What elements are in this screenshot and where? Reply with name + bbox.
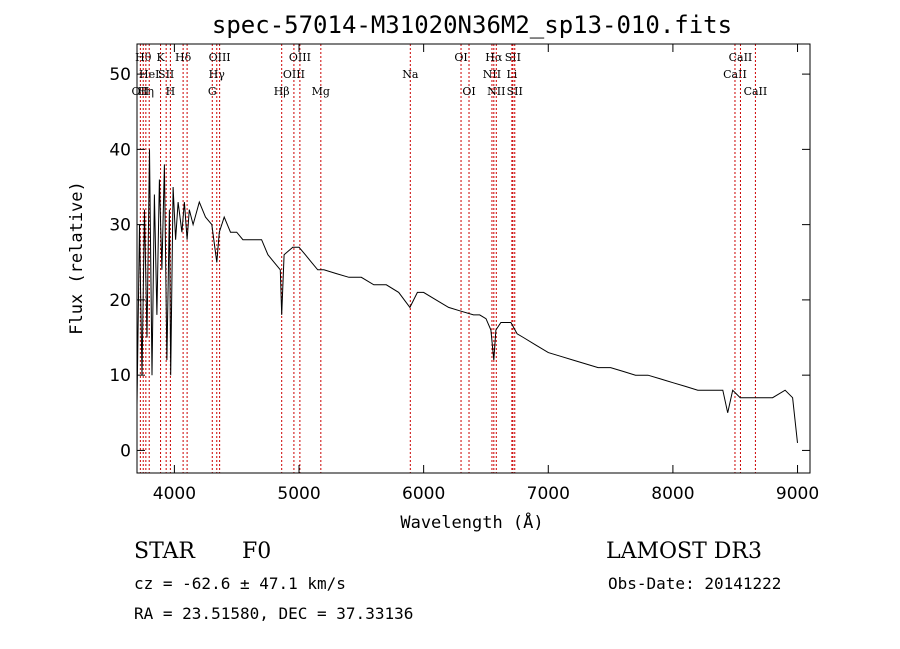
line-marker-label-13: OIII xyxy=(283,68,305,81)
line-marker-label-2: Hη xyxy=(138,85,154,98)
line-marker-label-0: OII xyxy=(132,85,150,98)
y-tick-label-4: 40 xyxy=(109,140,131,160)
y-axis-label: Flux (relative) xyxy=(67,181,87,335)
line-marker-label-5: SII xyxy=(158,68,174,81)
line-marker-label-26: CaII xyxy=(729,51,753,64)
line-marker-label-6: H xyxy=(166,85,176,98)
line-marker-label-18: OI xyxy=(462,85,475,98)
line-marker-label-17: OI xyxy=(454,51,467,64)
spectrum-line xyxy=(136,149,798,443)
y-tick-label-0: 0 xyxy=(120,441,131,461)
x-tick-label-3: 7000 xyxy=(527,484,570,504)
observation-date: Obs-Date: 20141222 xyxy=(608,574,782,593)
line-marker-label-19: NII xyxy=(483,68,501,81)
coordinates: RA = 23.51580, DEC = 37.33136 xyxy=(134,604,414,623)
line-marker-label-15: Mg xyxy=(312,85,330,98)
line-marker-label-1: Hθ xyxy=(135,51,152,64)
line-marker-label-12: Hβ xyxy=(274,85,290,98)
line-marker-label-9: G xyxy=(208,85,217,98)
x-tick-label-1: 5000 xyxy=(277,484,320,504)
y-tick-label-5: 50 xyxy=(109,65,131,85)
line-marker-label-10: Hγ xyxy=(209,68,226,81)
axis-ticks: 4000 5000 6000 7000 8000 9000 0 10 20 30 40 50 xyxy=(109,44,819,504)
object-subclass: F0 xyxy=(242,539,272,564)
line-marker-label-3: HeI xyxy=(139,68,159,81)
line-marker-label-27: CaII xyxy=(744,85,768,98)
line-marker-label-7: Hδ xyxy=(175,51,192,64)
x-tick-label-5: 9000 xyxy=(776,484,819,504)
line-marker-label-21: NII xyxy=(487,85,505,98)
x-tick-label-0: 4000 xyxy=(153,484,196,504)
line-marker-label-23: SII xyxy=(505,51,521,64)
line-marker-label-11: OIII xyxy=(209,51,231,64)
y-tick-label-2: 20 xyxy=(109,291,131,311)
line-marker-label-24: SII xyxy=(507,85,523,98)
x-axis-label: Wavelength (Å) xyxy=(400,511,543,533)
line-marker-label-22: Li xyxy=(506,68,517,81)
line-marker-label-14: OIII xyxy=(289,51,311,64)
x-tick-label-4: 8000 xyxy=(651,484,694,504)
emission-line-markers: OII Hθ Hη HeI K SII H Hδ G Hγ OIII Hβ OIII OIII Mg Na OI… xyxy=(132,44,768,473)
line-marker-label-16: Na xyxy=(402,68,419,81)
x-tick-label-2: 6000 xyxy=(402,484,445,504)
survey-name: LAMOST DR3 xyxy=(606,539,762,564)
line-marker-label-4: K xyxy=(156,51,165,64)
line-marker-label-25: CaII xyxy=(723,68,747,81)
redshift-cz: cz = -62.6 ± 47.1 km/s xyxy=(134,574,346,593)
y-tick-label-1: 10 xyxy=(109,366,131,386)
object-class: STAR xyxy=(134,539,195,564)
plot-frame xyxy=(136,43,811,474)
line-marker-label-20: Hα xyxy=(485,51,503,64)
chart-title: spec-57014-M31020N36M2_sp13-010.fits xyxy=(212,11,732,39)
y-tick-label-3: 30 xyxy=(109,216,131,236)
